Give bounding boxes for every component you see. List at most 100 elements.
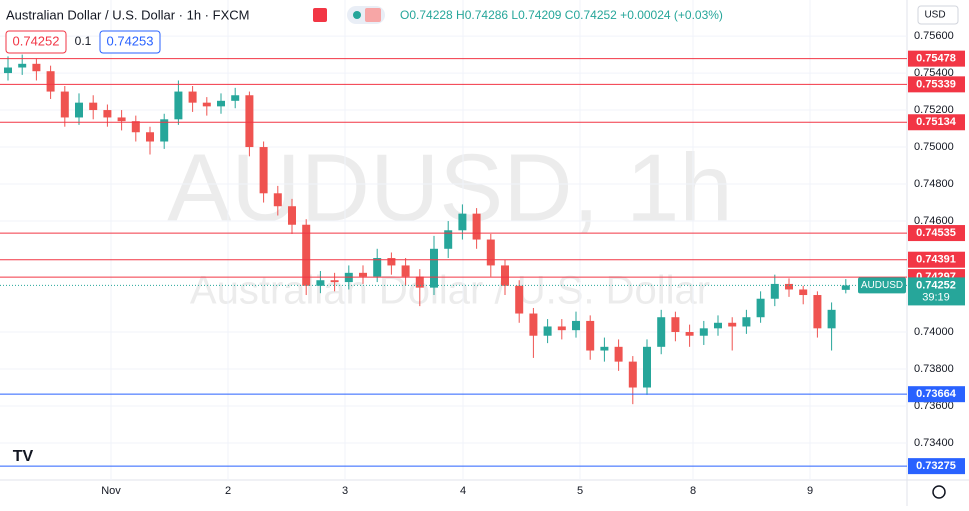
candle-body: [131, 121, 140, 133]
y-tick-label: 0.73600: [914, 400, 954, 412]
symbol-title: Australian Dollar / U.S. Dollar · 1h · F…: [6, 7, 249, 22]
candle-body: [160, 119, 169, 142]
candle-body: [46, 71, 55, 92]
candle-body: [32, 63, 41, 72]
candle-body: [316, 280, 325, 286]
candle-body: [756, 298, 765, 318]
symbol-tag: [858, 277, 906, 294]
candle-body: [699, 328, 708, 336]
candle-body: [288, 206, 296, 225]
candle-body: [628, 361, 637, 388]
sell-button[interactable]: [5, 30, 67, 54]
candle-body: [742, 317, 751, 327]
x-tick-label: 8: [690, 485, 696, 497]
currency-select[interactable]: [917, 5, 959, 25]
candle-body: [231, 95, 240, 101]
candle-body: [714, 322, 722, 329]
watermark-sub: Australian Dollar / U.S. Dollar: [190, 269, 710, 313]
y-tick-label: 0.74800: [914, 178, 954, 190]
currency: USD: [924, 10, 945, 21]
settings[interactable]: [932, 485, 946, 499]
candle-body: [529, 313, 538, 336]
y-tick-label: 0.73800: [914, 363, 954, 375]
candle-body: [841, 285, 850, 290]
candle-body: [174, 91, 183, 120]
level-label: 0.75134: [916, 116, 957, 128]
candle-body: [75, 102, 83, 118]
last-price-label: 0.74252: [916, 279, 956, 291]
candle-body: [813, 295, 822, 329]
candle-body: [770, 283, 779, 299]
sell-price: 0.74252: [13, 33, 60, 48]
candle-body: [103, 110, 112, 118]
y-tick-label: 0.73400: [914, 437, 954, 449]
candle-body: [359, 272, 367, 277]
level-label: 0.73275: [916, 460, 956, 472]
candle-body: [671, 317, 680, 333]
candle-body: [430, 248, 438, 288]
candle-body: [330, 280, 339, 283]
spread: 0.1: [75, 34, 92, 48]
candle-body: [799, 289, 808, 296]
countdown: 39:19: [922, 291, 950, 303]
candle-body: [572, 320, 580, 331]
candle-body: [600, 346, 609, 351]
x-tick-label: 5: [577, 485, 583, 497]
y-tick-label: 0.75600: [914, 30, 954, 42]
candle-body: [146, 132, 154, 142]
tv-logo: TV: [13, 448, 34, 465]
candle-body: [827, 309, 836, 329]
candle-body: [486, 239, 495, 266]
y-tick-label: 0.75200: [914, 104, 954, 116]
x-tick-label: 3: [342, 485, 348, 497]
level-tag: [908, 50, 965, 67]
candle-body: [188, 91, 197, 103]
level-label: 0.74391: [916, 254, 956, 266]
candle-body: [387, 258, 396, 266]
candle-body: [515, 285, 524, 314]
dot: [353, 11, 361, 19]
candle-body: [444, 230, 453, 249]
x-tick-label: 9: [807, 485, 813, 497]
ohlc: O0.74228 H0.74286 L0.74209 C0.74252 +0.0…: [400, 8, 723, 22]
last-price-tag: [908, 277, 965, 306]
candle-body: [557, 326, 566, 331]
level-label: 0.73664: [916, 388, 957, 400]
x-tick-label: Nov: [101, 485, 121, 497]
level-label: 0.75339: [916, 78, 956, 90]
level-label: 0.74535: [916, 227, 956, 239]
candle-body: [4, 67, 12, 74]
y-tick-label: 0.75400: [914, 67, 954, 79]
y-tick-label: 0.74600: [914, 215, 954, 227]
flag[interactable]: [313, 8, 327, 22]
level-tag: [908, 251, 965, 268]
level-tag: [908, 114, 965, 131]
candle-body: [202, 102, 211, 107]
plot: 0.75600 0.75400 0.75200 0.75000 0.74800 0.746…: [0, 0, 965, 497]
y-tick-label: 0.75000: [914, 141, 954, 153]
candle-body: [614, 346, 623, 362]
watermark: AUDUSD, 1h: [167, 134, 733, 241]
x-tick-label: 4: [460, 485, 466, 497]
level-tag: [908, 458, 965, 475]
buy-price: 0.74253: [107, 33, 154, 48]
candle-body: [728, 322, 737, 327]
level-tag: [908, 225, 965, 242]
candle-body: [458, 213, 467, 231]
buy-button[interactable]: [99, 30, 161, 54]
level-tag: [908, 76, 965, 93]
wave-icon: [365, 8, 381, 22]
candle-body: [373, 258, 382, 277]
y-tick-label: 0.74000: [914, 326, 954, 338]
candle-body: [685, 332, 694, 336]
candle-body: [259, 147, 268, 194]
candle-body: [543, 326, 552, 336]
x-tick-label: 2: [225, 485, 231, 497]
symbol-tag-label: AUDUSD: [861, 280, 903, 291]
overlay: Australian Dollar / U.S. Dollar · 1h · F…: [5, 5, 959, 499]
candle-body: [643, 346, 651, 388]
candle-body: [501, 265, 509, 286]
